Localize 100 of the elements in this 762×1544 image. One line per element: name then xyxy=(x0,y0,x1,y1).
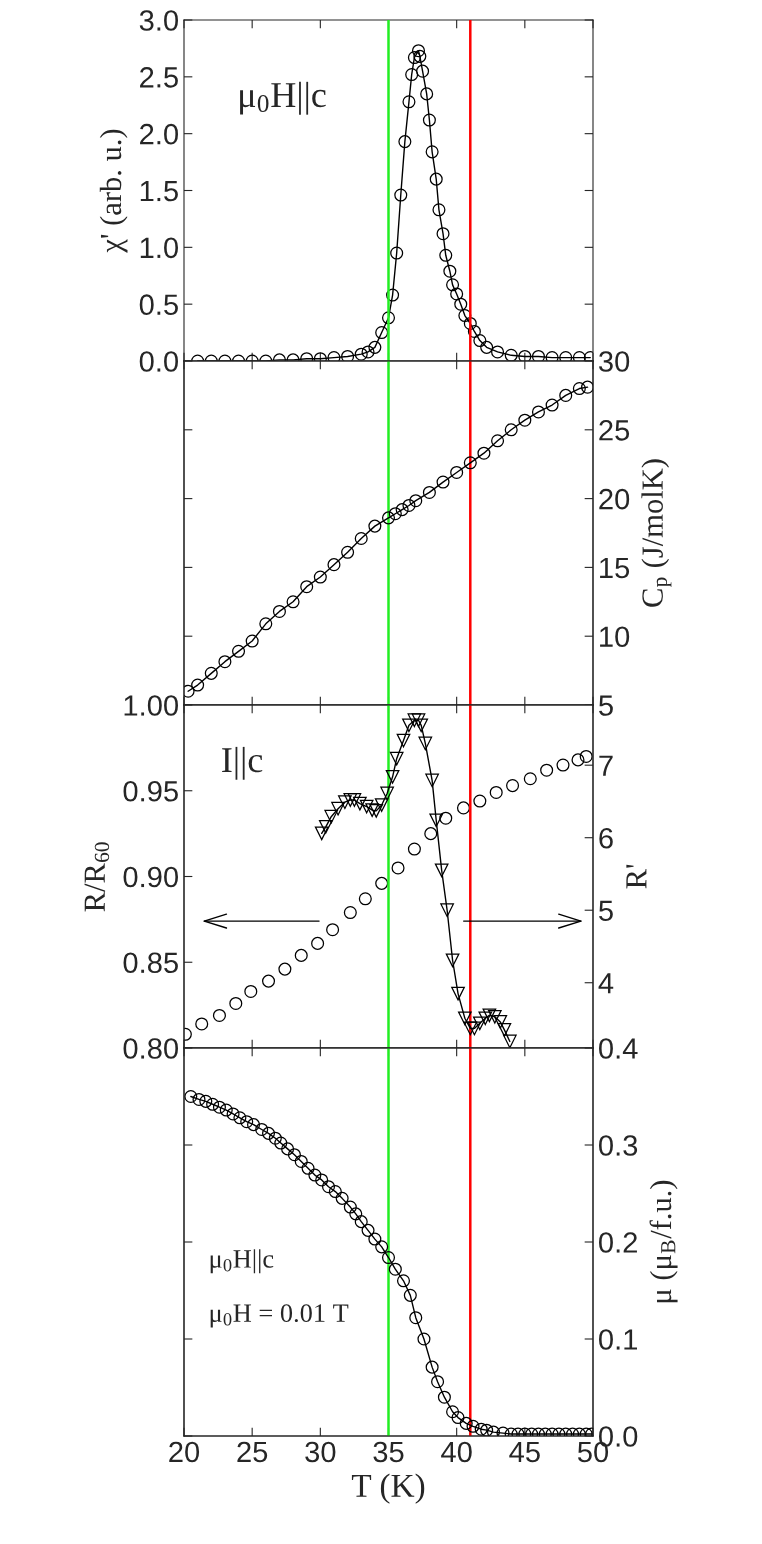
point xyxy=(411,713,426,728)
point xyxy=(381,1250,396,1265)
annotation: I||c xyxy=(222,746,263,780)
point xyxy=(375,326,389,340)
point xyxy=(361,345,375,359)
point xyxy=(439,811,453,825)
y2-tick-label: 7 xyxy=(599,755,613,776)
point xyxy=(369,803,384,818)
point xyxy=(294,1154,308,1169)
point xyxy=(477,446,491,460)
point xyxy=(286,595,300,609)
point xyxy=(559,351,573,361)
point xyxy=(343,1200,357,1214)
point xyxy=(450,287,464,301)
point xyxy=(425,145,439,159)
point xyxy=(365,803,380,818)
point xyxy=(559,388,573,402)
y-tick-label: 1.00 xyxy=(124,695,178,716)
point xyxy=(413,49,427,63)
y-tick-label: 2.0 xyxy=(140,123,178,145)
point xyxy=(324,809,339,824)
x-tick-label: 30 xyxy=(305,1441,336,1463)
y2-tick-label: 5 xyxy=(599,900,613,922)
point xyxy=(445,953,460,968)
point xyxy=(439,248,453,262)
point xyxy=(417,1332,431,1346)
point xyxy=(491,345,505,359)
y2-tick-label: 30 xyxy=(598,351,630,372)
point xyxy=(375,1240,389,1254)
point xyxy=(480,1423,494,1436)
point xyxy=(474,1422,488,1436)
point xyxy=(402,95,416,109)
point xyxy=(321,1180,336,1194)
point xyxy=(457,1011,472,1026)
point xyxy=(301,1161,315,1175)
point xyxy=(579,749,593,763)
y2-tick-label: 0.4 xyxy=(599,1038,638,1059)
point xyxy=(219,1103,233,1117)
point xyxy=(478,1011,493,1026)
point xyxy=(195,1017,209,1031)
point xyxy=(531,405,545,419)
point xyxy=(443,264,457,278)
point xyxy=(402,718,416,733)
point xyxy=(326,923,340,937)
point xyxy=(232,644,246,658)
point xyxy=(240,1115,254,1129)
point xyxy=(368,519,382,533)
point xyxy=(456,801,471,815)
point xyxy=(274,1136,288,1150)
point xyxy=(425,773,440,788)
x-tick-label: 45 xyxy=(509,1441,540,1463)
point xyxy=(422,113,436,127)
point xyxy=(255,1122,269,1137)
y2-axis-title: C$_{p}$ (J/molK) xyxy=(641,459,672,607)
point xyxy=(496,1426,510,1436)
point xyxy=(450,465,464,479)
point xyxy=(436,475,450,489)
point xyxy=(440,903,454,918)
point xyxy=(407,50,421,65)
x-axis-title: T (K) xyxy=(351,1473,425,1504)
point xyxy=(571,753,585,767)
point xyxy=(212,1100,226,1114)
point xyxy=(261,974,276,988)
point xyxy=(335,1191,349,1205)
point xyxy=(380,786,395,801)
point xyxy=(506,779,520,793)
point xyxy=(352,796,367,811)
y-tick-label: 0.80 xyxy=(123,1038,178,1059)
x-tick-label: 35 xyxy=(373,1441,404,1463)
point xyxy=(343,793,358,807)
y-tick-label: 1.0 xyxy=(140,237,178,259)
point xyxy=(287,1148,301,1162)
point xyxy=(497,1022,512,1037)
point xyxy=(545,351,559,361)
x-tick-label: 20 xyxy=(169,1441,200,1463)
y-tick-label: 0.90 xyxy=(123,866,178,888)
point xyxy=(429,172,443,186)
y2-tick-label: 0.2 xyxy=(599,1232,637,1253)
y2-tick-label: 4 xyxy=(598,973,614,994)
point xyxy=(261,1126,276,1140)
point xyxy=(386,288,400,302)
point xyxy=(349,1207,363,1221)
point xyxy=(300,580,314,594)
point xyxy=(391,861,405,875)
point xyxy=(422,485,436,499)
point xyxy=(431,1375,445,1389)
y-tick-label: 0.85 xyxy=(123,952,178,974)
point xyxy=(206,1097,220,1111)
point xyxy=(218,655,232,669)
point xyxy=(327,558,341,572)
y-tick-label: 1.5 xyxy=(140,181,178,202)
point xyxy=(405,68,419,82)
point xyxy=(411,44,426,58)
point xyxy=(472,1016,487,1031)
point xyxy=(247,1118,261,1132)
point xyxy=(572,351,586,361)
point xyxy=(486,1425,501,1436)
point xyxy=(487,1009,502,1024)
annotation: μ$_{0}$H||c xyxy=(210,1249,274,1274)
point xyxy=(347,793,362,807)
